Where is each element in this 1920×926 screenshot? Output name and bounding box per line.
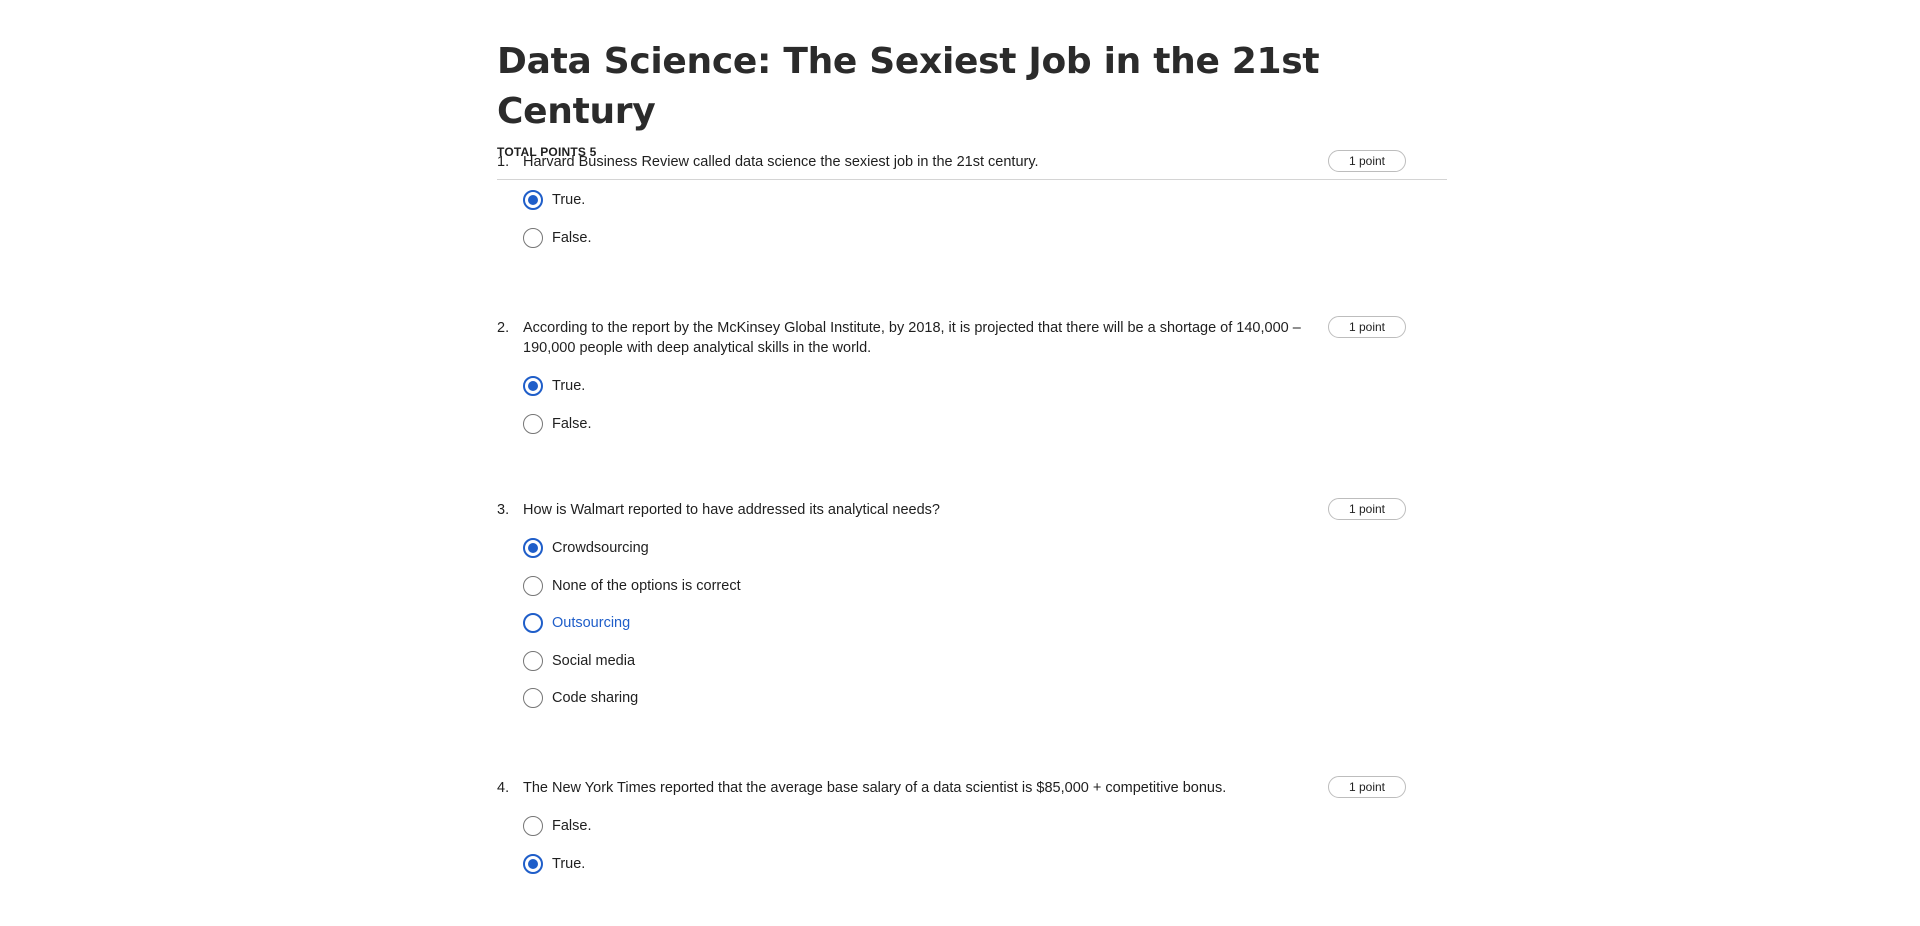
radio-button[interactable] bbox=[523, 538, 543, 558]
radio-button[interactable] bbox=[523, 613, 543, 633]
radio-button[interactable] bbox=[523, 816, 543, 836]
option-label: False. bbox=[552, 415, 592, 432]
radio-button[interactable] bbox=[523, 853, 543, 874]
option-label: Code sharing bbox=[552, 690, 639, 706]
question-text: Harvard Business Review called data scie… bbox=[523, 154, 1039, 170]
option-none-correct[interactable]: None of the options is correct bbox=[523, 575, 1409, 596]
option-label: False. bbox=[552, 818, 592, 834]
total-points: TOTAL POINTS 5 bbox=[497, 145, 597, 159]
option-true[interactable]: True. bbox=[523, 190, 1409, 210]
options-list: False. True. bbox=[523, 816, 1409, 874]
quiz-title: Data Science: The Sexiest Job in the 21s… bbox=[497, 41, 1320, 132]
question-1: 1. Harvard Business Review called data s… bbox=[497, 150, 1409, 265]
points-badge: 1 point bbox=[1328, 498, 1406, 520]
option-label: True. bbox=[552, 855, 586, 872]
option-false[interactable]: False. bbox=[523, 816, 1409, 836]
option-label: False. bbox=[552, 229, 592, 246]
question-number: 4. bbox=[497, 780, 510, 796]
question-header: 2. According to the report by the McKins… bbox=[497, 316, 1409, 358]
radio-button[interactable] bbox=[523, 413, 543, 434]
option-true[interactable]: True. bbox=[523, 376, 1409, 396]
radio-button[interactable] bbox=[523, 688, 543, 708]
radio-button[interactable] bbox=[523, 227, 543, 248]
radio-button[interactable] bbox=[523, 575, 543, 596]
points-badge: 1 point bbox=[1328, 150, 1406, 172]
option-true[interactable]: True. bbox=[523, 853, 1409, 874]
question-number: 1. bbox=[497, 154, 510, 170]
question-header: 4. The New York Times reported that the … bbox=[497, 776, 1409, 798]
options-list: True. False. bbox=[523, 376, 1409, 434]
question-text: According to the report by the McKinsey … bbox=[523, 320, 1301, 356]
option-false[interactable]: False. bbox=[523, 227, 1409, 248]
option-label: Social media bbox=[552, 652, 636, 669]
divider bbox=[497, 179, 1447, 180]
quiz-container: Data Science: The Sexiest Job in the 21s… bbox=[497, 0, 1447, 874]
option-label: True. bbox=[552, 192, 586, 208]
question-header: 3. How is Walmart reported to have addre… bbox=[497, 498, 1409, 520]
option-label: Crowdsourcing bbox=[552, 540, 649, 556]
radio-button[interactable] bbox=[523, 376, 543, 396]
option-label: None of the options is correct bbox=[552, 577, 741, 594]
question-2: 2. According to the report by the McKins… bbox=[497, 316, 1409, 451]
options-list: True. False. bbox=[523, 190, 1409, 248]
points-badge: 1 point bbox=[1328, 776, 1406, 798]
radio-button[interactable] bbox=[523, 190, 543, 210]
option-false[interactable]: False. bbox=[523, 413, 1409, 434]
option-crowdsourcing[interactable]: Crowdsourcing bbox=[523, 538, 1409, 558]
question-text: How is Walmart reported to have addresse… bbox=[523, 502, 940, 518]
question-header: 1. Harvard Business Review called data s… bbox=[497, 150, 1409, 172]
option-label: Outsourcing bbox=[552, 615, 631, 631]
question-number: 2. bbox=[497, 320, 510, 336]
question-4: 4. The New York Times reported that the … bbox=[497, 776, 1409, 891]
option-social-media[interactable]: Social media bbox=[523, 650, 1409, 671]
points-badge: 1 point bbox=[1328, 316, 1406, 338]
radio-button[interactable] bbox=[523, 650, 543, 671]
option-label: True. bbox=[552, 378, 586, 394]
option-outsourcing[interactable]: Outsourcing bbox=[523, 613, 1409, 633]
question-3: 3. How is Walmart reported to have addre… bbox=[497, 498, 1409, 726]
options-list: Crowdsourcing None of the options is cor… bbox=[523, 538, 1409, 708]
question-text: The New York Times reported that the ave… bbox=[523, 780, 1227, 796]
question-number: 3. bbox=[497, 502, 510, 518]
option-code-sharing[interactable]: Code sharing bbox=[523, 688, 1409, 708]
